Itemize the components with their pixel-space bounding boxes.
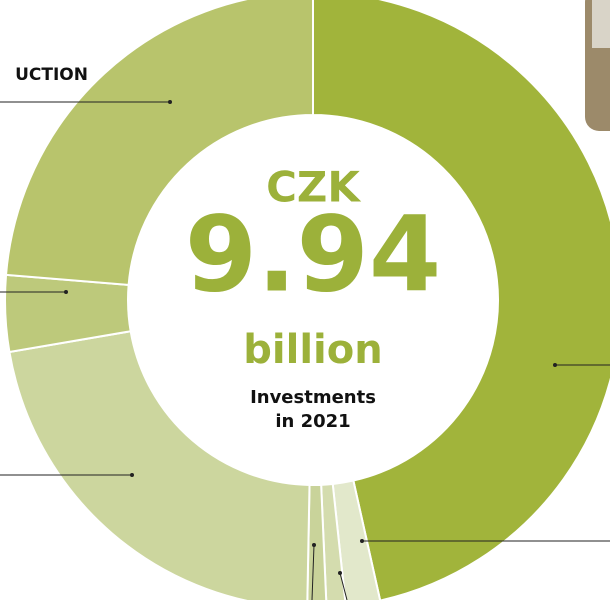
subtitle: Investments (250, 387, 376, 408)
segment-label: UCTION (15, 65, 88, 85)
subtitle: in 2021 (275, 411, 350, 432)
leader-lines (0, 101, 610, 600)
photo-detail (592, 0, 610, 48)
donut-slice (312, 0, 610, 600)
currency: CZK (266, 163, 361, 212)
donut (4, 0, 610, 600)
leader-dots (64, 100, 557, 575)
total: 9.94 (185, 193, 442, 315)
unit: billion (243, 327, 382, 373)
donut-slice (8, 330, 311, 600)
donut-slice (4, 0, 314, 286)
